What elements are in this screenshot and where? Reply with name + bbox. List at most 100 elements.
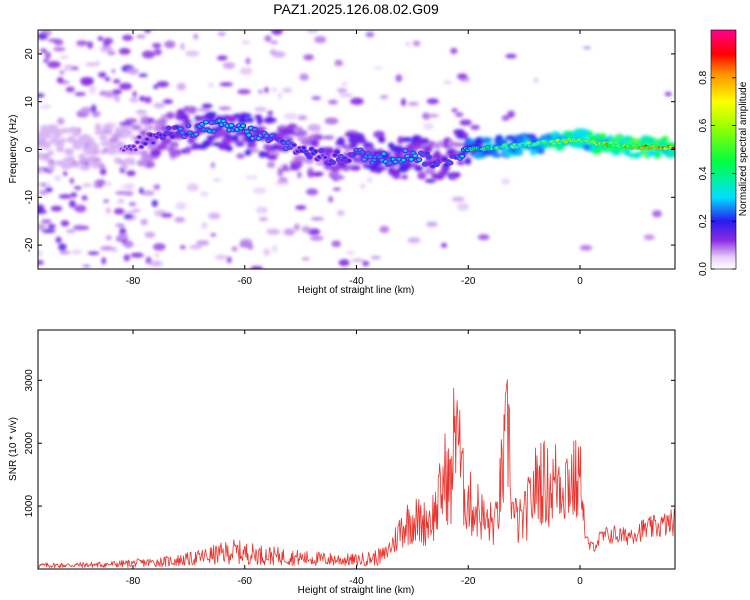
spectrogram-y-axis: 20 10 0 -10 -20	[24, 48, 675, 252]
spectrogram-noise-cell	[423, 122, 434, 130]
spectrogram-noise-cell	[56, 117, 65, 125]
ridge-core-cell	[256, 136, 261, 140]
spectrogram-halo-cell	[599, 133, 607, 140]
spectrogram-noise-cell	[124, 118, 138, 124]
spectrogram-halo-cell	[79, 164, 90, 171]
spectrogram-noise-cell	[87, 251, 100, 256]
x-tick-label: -20	[461, 276, 476, 287]
spectrogram-halo-cell	[143, 125, 151, 132]
ridge-core-cell	[203, 120, 208, 124]
ridge-core-cell	[247, 133, 251, 137]
ridge-core-cell	[291, 143, 296, 147]
spectrogram-halo-cell	[256, 117, 263, 125]
spectrogram-halo-cell	[339, 161, 346, 170]
spectrogram-noise-cell	[152, 43, 162, 49]
spectrogram-halo-cell	[481, 137, 494, 142]
spectrogram-noise-cell	[297, 171, 302, 179]
spectrogram-halo-cell	[147, 117, 154, 123]
spectrogram-noise-cell	[264, 36, 271, 42]
spectrogram-halo-cell	[341, 167, 350, 172]
spectrogram-noise-cell	[311, 96, 322, 100]
ridge-core-cell	[335, 150, 339, 154]
spectrogram-halo-cell	[78, 153, 87, 160]
ridge-core-cell	[333, 153, 337, 157]
spectrogram-halo-cell	[76, 140, 87, 147]
colorbar-ticks: 0.0 0.2 0.4 0.6 0.8	[698, 70, 736, 276]
spectrogram-noise-cell	[208, 212, 221, 220]
spectrogram-halo-cell	[150, 149, 162, 157]
spectrogram-halo-cell	[524, 133, 537, 139]
spectrogram-noise-cell	[274, 181, 289, 186]
spectrogram-noise-cell	[65, 229, 76, 234]
spectrogram-halo-cell	[205, 111, 217, 117]
spectrogram-noise-cell	[118, 198, 125, 204]
spectrogram-noise-cell	[132, 90, 137, 98]
spectrogram-halo-cell	[237, 118, 248, 125]
spectrogram-noise-cell	[373, 130, 385, 139]
spectrogram-noise-cell	[208, 82, 214, 88]
spectrogram-halo-cell	[157, 143, 168, 151]
ridge-core-cell	[460, 154, 465, 158]
spectrogram-noise-cell	[144, 30, 152, 33]
ridge-core-cell	[288, 145, 292, 149]
spectrogram-halo-cell	[632, 152, 641, 159]
spectrogram-noise-cell	[105, 235, 112, 241]
spectrogram-noise-cell	[105, 207, 111, 215]
ridge-core-cell	[346, 159, 351, 163]
x-tick-label: -60	[238, 576, 253, 587]
spectrogram-halo-cell	[64, 147, 75, 156]
spectrogram-halo-cell	[106, 148, 118, 155]
spectrogram-halo-cell	[307, 169, 315, 178]
ridge-core-cell	[444, 163, 449, 167]
spectrogram-noise-cell	[328, 99, 338, 105]
spectrogram-noise-cell	[294, 223, 300, 231]
ridge-core-cell	[323, 155, 328, 159]
spectrogram-noise-cell	[196, 240, 210, 246]
spectrogram-halo-cell	[180, 113, 190, 120]
spectrogram-noise-cell	[128, 201, 137, 207]
spectrogram-noise-cell	[307, 124, 322, 132]
spectrogram-noise-cell	[214, 254, 228, 261]
ridge-core-cell	[139, 145, 144, 149]
spectrogram-noise-cell	[74, 204, 87, 213]
spectrogram-noise-cell	[407, 237, 421, 244]
spectrogram-halo-cell	[98, 163, 106, 169]
spectrogram-noise-cell	[501, 177, 511, 185]
ridge-core-cell	[671, 146, 675, 150]
spectrogram-noise-cell	[58, 194, 72, 199]
spectrogram-noise-cell	[85, 62, 97, 67]
x-tick-label: -20	[461, 576, 476, 587]
spectrogram-halo-cell	[670, 149, 675, 154]
spectrogram-ridge	[118, 118, 675, 169]
spectrogram-noise-cell	[370, 255, 381, 260]
spectrogram-noise-cell	[217, 32, 226, 36]
spectrogram-noise-cell	[336, 209, 345, 217]
spectrogram-noise-cell	[89, 85, 97, 91]
ridge-core-cell	[319, 149, 324, 153]
ridge-core-cell	[417, 158, 422, 162]
spectrogram-noise-cell	[272, 245, 278, 253]
spectrogram-halo-cell	[420, 137, 430, 145]
spectrogram-noise-cell	[222, 62, 236, 69]
spectrogram-noise-cell	[309, 235, 324, 241]
colorbar-tick-label: 0.4	[698, 166, 709, 180]
spectrogram-halo-cell	[72, 163, 80, 168]
y-tick-label: 2000	[24, 432, 35, 455]
spectrogram-noise-cell	[470, 124, 481, 130]
spectrogram-noise-cell	[266, 161, 276, 168]
spectrogram-halo-cell	[505, 135, 517, 141]
spectrogram-noise-cell	[407, 101, 419, 107]
ridge-core-cell	[133, 148, 138, 152]
spectrogram-halo-cell	[461, 132, 469, 137]
y-tick-label: 0	[24, 146, 35, 152]
spectrogram-noise-cell	[306, 30, 319, 34]
spectrogram-halo-cell	[453, 142, 463, 148]
spectrogram-noise-cell	[154, 252, 160, 258]
spectrogram-noise-cell	[65, 86, 75, 93]
spectrogram-halo-cell	[225, 145, 233, 152]
spectrogram-halo-cell	[124, 129, 133, 137]
spectrogram-halo-cell	[147, 143, 158, 150]
spectrogram-noise-cell	[97, 36, 104, 41]
spectrogram-halo-cell	[53, 130, 63, 138]
